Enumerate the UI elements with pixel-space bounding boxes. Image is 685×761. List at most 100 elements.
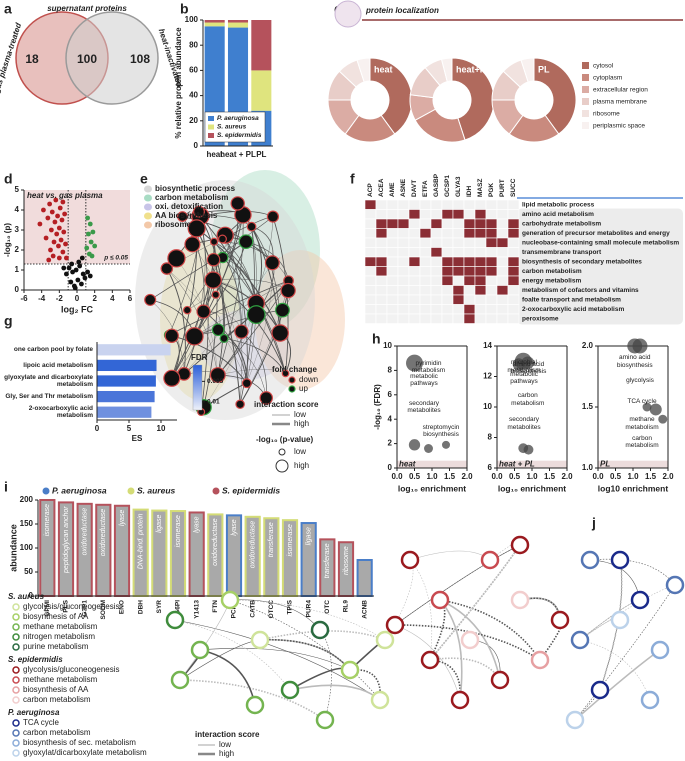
legend-label: biosynthesis of AA <box>23 612 89 621</box>
node <box>315 710 335 730</box>
node <box>264 255 280 271</box>
bar-annotation: isomerase <box>175 515 182 547</box>
cell <box>375 275 388 286</box>
bar-annotation: oxidoreductase <box>212 518 219 566</box>
y-tick-label-box: 2-oxocarboxylic acid metabolism <box>29 405 93 419</box>
point <box>43 235 49 241</box>
point <box>85 215 90 221</box>
cell <box>408 199 421 210</box>
legend-node <box>12 719 20 727</box>
edge <box>183 280 289 375</box>
legend-label: ribosome <box>593 111 620 118</box>
y-axis-label: abundance <box>8 524 18 572</box>
cell <box>507 285 520 296</box>
cell <box>375 313 388 324</box>
point <box>76 259 82 265</box>
point <box>58 237 64 243</box>
legend-group: S. aureus <box>8 592 45 601</box>
point <box>45 215 51 221</box>
point <box>60 199 66 205</box>
y-tick-label: 4 <box>15 205 20 214</box>
panel-label: i <box>4 479 8 495</box>
edge <box>229 599 381 701</box>
cell <box>386 199 399 210</box>
cell <box>397 266 410 277</box>
cell <box>463 247 476 258</box>
edge <box>429 657 501 681</box>
legend-label: carbon metabolism <box>23 695 91 704</box>
row-label: generation of precursor metabolites and … <box>522 230 670 237</box>
cell <box>375 304 388 315</box>
cell <box>375 256 388 267</box>
point <box>61 265 67 271</box>
node <box>281 369 290 378</box>
legend-label: carbon metabolism <box>23 728 91 737</box>
cell <box>430 313 443 324</box>
cell <box>463 285 476 296</box>
cell <box>419 209 432 220</box>
x-tick-label: PLS <box>63 599 70 612</box>
row-label: biosynthesis of secondary metabolites <box>522 258 642 265</box>
point <box>69 261 75 267</box>
cell <box>474 199 487 210</box>
y-axis-label: -log₁₀ (FDR) <box>373 384 382 430</box>
donut-segment <box>440 57 453 83</box>
legend-node <box>12 749 20 757</box>
node <box>220 590 240 610</box>
node <box>209 237 219 246</box>
edge <box>319 629 332 721</box>
cell <box>430 209 443 220</box>
column-label: PURT <box>499 179 506 197</box>
node <box>230 196 245 211</box>
legend-swatch <box>208 116 214 121</box>
legend-swatch <box>208 133 214 138</box>
point-label-box: microbial metabolism <box>507 359 540 374</box>
cell <box>463 237 476 248</box>
cell <box>408 247 421 258</box>
point <box>48 227 54 233</box>
cell <box>364 199 377 210</box>
cell <box>474 228 487 239</box>
edge <box>289 684 381 701</box>
edge <box>579 639 651 701</box>
point-label-box: pyrimidin metabolism <box>412 360 445 375</box>
cell <box>463 304 476 315</box>
y-tick-label: 150 <box>20 519 34 528</box>
cell <box>452 237 465 248</box>
legend-swatch <box>144 185 152 193</box>
column-label: AME <box>389 182 396 197</box>
point <box>62 211 68 217</box>
node <box>196 304 211 319</box>
x-tick-label: OTCC <box>268 600 275 619</box>
legend-box <box>204 111 266 143</box>
donut-label: PL <box>538 64 550 74</box>
x-tick-label: 1.0 <box>526 472 538 481</box>
column-label: ACEA <box>378 178 385 197</box>
edge <box>196 227 281 334</box>
legend-node <box>12 643 20 651</box>
colorbar-tick-label: 0.005 <box>207 378 224 385</box>
legend-label: TCA cycle <box>23 718 60 727</box>
cell <box>496 218 509 229</box>
point <box>87 273 93 279</box>
edge <box>439 599 501 681</box>
x-tick-label: TPIS <box>287 599 294 614</box>
y-tick-label: 2.0 <box>582 341 594 350</box>
row-label: nucleobase-containing small molecule met… <box>522 239 679 246</box>
cell <box>441 247 454 258</box>
node <box>160 262 174 275</box>
bubble <box>424 444 433 453</box>
cell <box>496 285 509 296</box>
cell <box>441 294 454 305</box>
cell <box>386 294 399 305</box>
y-axis-label: -log₁₀ (p) <box>3 223 12 257</box>
panel-label: j <box>591 515 596 531</box>
cell <box>496 275 509 286</box>
point-label-box: glycolysis <box>626 377 654 384</box>
point-label-box: secondary metabolites <box>407 400 440 415</box>
y-tick-label-box: glyoxylate and dicarboxylate metabolism <box>4 374 93 388</box>
legend-node <box>12 613 20 621</box>
node <box>144 293 157 306</box>
bar-annotation: lyase <box>194 516 201 532</box>
point-label-box: amino acid biosynthesis <box>511 361 547 376</box>
